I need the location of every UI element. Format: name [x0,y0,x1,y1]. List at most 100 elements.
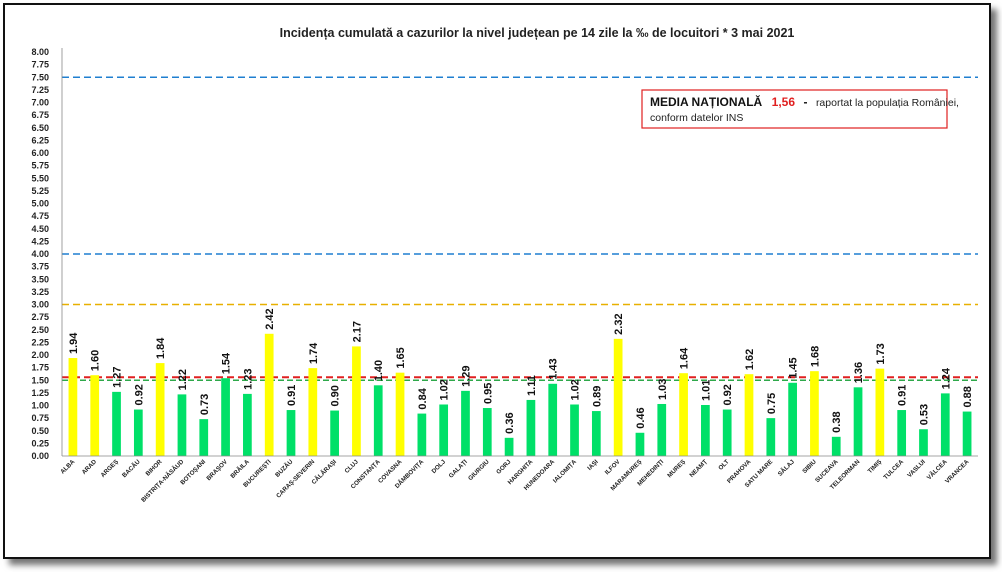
y-tick-label: 2.00 [31,350,49,360]
y-tick-label: 7.75 [31,60,49,70]
annotation-rest: raportat la populația României, [816,97,959,109]
data-label: 1.43 [548,358,560,379]
data-label: 1.45 [788,357,800,378]
bar [810,371,819,456]
x-tick-label: IALOMIȚA [552,458,578,484]
bar [940,393,950,456]
national-average-annotation: MEDIA NAȚIONALĂ 1,56 - raportat la popul… [641,89,959,129]
annotation-main: MEDIA NAȚIONALĂ [650,94,763,109]
data-label: 2.42 [264,308,276,329]
data-label: 1.24 [940,367,952,389]
bar [679,373,688,456]
y-tick-label: 2.75 [31,312,49,322]
x-tick-label: SĂLAJ [777,458,797,478]
bar [548,383,558,456]
y-tick-label: 2.50 [31,325,49,335]
x-tick-label: GORJ [495,458,513,476]
bar [570,404,579,456]
y-tick-label: 7.25 [31,85,49,95]
chart-title: Incidența cumulată a cazurilor la nivel … [280,26,795,40]
data-label: 1.40 [373,360,385,381]
x-tick-label: ALBA [59,458,76,475]
y-tick-label: 4.00 [31,249,49,259]
y-tick-label: 1.00 [31,401,49,411]
data-label: 1.68 [809,346,821,367]
y-tick-label: 5.50 [31,173,49,183]
bar [766,418,776,456]
bar [613,338,623,456]
bar [701,404,710,456]
x-tick-label: DOLJ [430,458,447,475]
y-axis: 0.00 0.25 0.50 0.75 1.00 1.25 1.50 1.75 2.00 2.25… [31,47,63,461]
data-label: 0.46 [635,407,647,428]
data-label: 0.92 [133,384,145,405]
annotation-line-2: conform datelor INS [650,112,743,124]
bar [90,375,100,456]
x-tick-label: BIHOR [145,458,164,477]
x-tick-label: MUREȘ [666,458,687,479]
data-label: 0.38 [831,411,843,432]
x-tick-label: GALAȚI [448,458,469,479]
y-tick-label: 2.25 [31,337,49,347]
y-tick-label: 6.00 [31,148,49,158]
x-tick-label: VRANCEA [944,458,971,485]
y-tick-label: 6.25 [31,135,49,145]
bars [68,333,972,456]
bar [875,368,885,456]
x-tick-label: BUZĂU [274,458,295,479]
x-tick-label: CLUJ [343,458,360,475]
x-tick-label: ARAD [81,458,99,476]
chart-frame: Incidența cumulată a cazurilor la nivel … [3,3,991,559]
y-tick-label: 3.50 [31,274,49,284]
y-tick-label: 0.25 [31,438,49,448]
data-label: 0.53 [918,404,930,425]
y-tick-label: 7.50 [31,72,49,82]
bar [133,409,143,456]
bar [286,410,296,456]
data-label: 1.54 [221,352,233,374]
bar-chart: Incidența cumulată a cazurilor la nivel … [31,26,978,504]
x-tick-label: GIURGIU [467,458,491,482]
data-label: 0.73 [199,394,211,415]
x-tick-label: IAȘI [586,458,600,472]
y-tick-label: 3.00 [31,300,49,310]
bar [264,333,274,456]
data-label: 1.02 [570,379,582,400]
data-label: 1.64 [679,347,691,369]
y-tick-label: 5.00 [31,199,49,209]
threshold-lines [62,76,978,382]
bar [788,382,797,456]
data-label: 1.73 [875,343,887,364]
data-label: 0.88 [962,386,974,407]
data-label: 1.27 [112,366,124,387]
bar [591,411,601,456]
data-label: 1.62 [744,349,756,370]
data-label: 1.23 [242,368,254,389]
bar [308,368,318,456]
data-labels: 1.94 1.60 1.27 0.92 1.84 1.22 0.73 1.54 1.23 2.42… [68,308,974,433]
annotation-box [641,89,948,129]
bar [155,363,165,456]
bar [68,358,78,456]
data-label: 2.17 [351,321,363,342]
bar [722,409,732,456]
data-label: 1.60 [90,350,102,371]
y-tick-label: 1.50 [31,375,49,385]
data-label: 0.91 [897,385,909,406]
y-tick-label: 5.25 [31,186,49,196]
y-tick-label: 8.00 [31,47,49,57]
annotation-dash: - [803,95,807,109]
data-label: 1.11 [526,375,538,396]
y-tick-label: 3.25 [31,287,49,297]
bar [373,385,383,456]
data-label: 0.95 [482,383,494,404]
bar [962,411,972,456]
x-tick-label: ILFOV [604,458,622,476]
bar [417,413,427,456]
data-label: 0.92 [722,384,734,405]
y-tick-label: 4.50 [31,224,49,234]
data-label: 1.02 [439,379,451,400]
data-label: 1.74 [308,342,320,364]
data-label: 0.91 [286,385,298,406]
bar [504,437,514,456]
